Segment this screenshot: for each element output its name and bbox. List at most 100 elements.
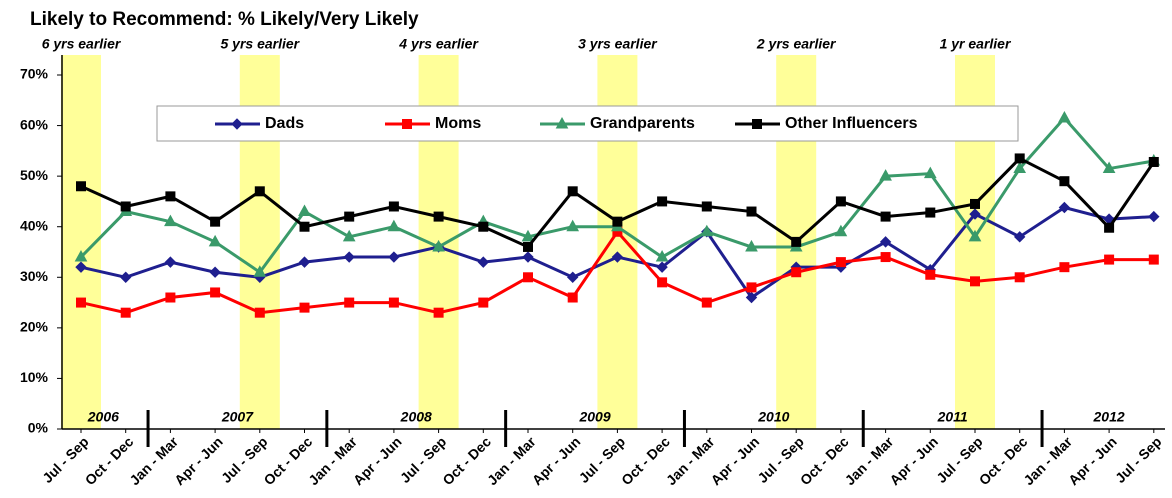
y-tick-label: 60% xyxy=(20,116,49,132)
marker xyxy=(969,208,981,220)
y-tick-label: 0% xyxy=(28,420,49,436)
marker xyxy=(745,291,758,304)
legend-label: Grandparents xyxy=(590,115,695,132)
marker xyxy=(657,196,668,207)
y-tick-label: 70% xyxy=(20,66,49,82)
marker xyxy=(521,229,535,242)
marker xyxy=(342,229,356,242)
marker xyxy=(433,211,444,222)
series xyxy=(74,110,1161,277)
legend-box xyxy=(156,105,1019,142)
marker xyxy=(253,265,267,277)
marker xyxy=(75,261,87,273)
marker xyxy=(388,201,399,212)
marker xyxy=(1059,176,1070,187)
marker xyxy=(210,287,221,298)
marker xyxy=(970,198,980,209)
year-label: 2006 xyxy=(87,409,119,425)
marker xyxy=(1059,262,1070,273)
series xyxy=(76,226,1159,318)
marker xyxy=(835,257,846,268)
marker xyxy=(1102,161,1116,174)
marker xyxy=(522,251,534,263)
highlight-label: 5 yrs earlier xyxy=(220,36,300,52)
marker xyxy=(164,256,177,268)
marker xyxy=(970,276,980,287)
marker xyxy=(752,119,762,129)
x-tick-label: Apr - Jun xyxy=(350,433,405,488)
marker xyxy=(968,229,982,242)
marker xyxy=(1148,156,1159,167)
marker xyxy=(791,236,802,247)
marker xyxy=(925,207,936,218)
marker xyxy=(656,261,668,273)
marker xyxy=(1014,153,1025,164)
marker xyxy=(120,201,131,212)
year-label: 2008 xyxy=(400,409,432,425)
marker xyxy=(478,297,489,308)
marker xyxy=(655,250,669,262)
marker xyxy=(1148,254,1159,265)
marker xyxy=(388,251,400,263)
marker xyxy=(254,307,265,318)
marker xyxy=(402,119,412,129)
marker xyxy=(1058,201,1071,214)
legend-label: Moms xyxy=(435,115,481,132)
marker xyxy=(566,271,579,283)
marker xyxy=(1013,161,1027,174)
highlight-label: 3 yrs earlier xyxy=(578,36,658,52)
marker xyxy=(344,297,355,308)
highlight-label: 6 yrs earlier xyxy=(42,36,122,52)
marker xyxy=(165,191,176,202)
marker xyxy=(343,251,355,263)
year-label: 2007 xyxy=(221,409,254,425)
y-tick-label: 40% xyxy=(20,217,49,233)
chart-title: Likely to Recommend: % Likely/Very Likel… xyxy=(30,9,419,30)
x-tick-label: Jul - Sep xyxy=(1112,433,1165,486)
marker xyxy=(745,239,758,252)
marker xyxy=(477,256,490,268)
marker xyxy=(923,166,937,179)
marker xyxy=(164,214,177,227)
highlight-label: 1 yr earlier xyxy=(940,36,1012,52)
marker xyxy=(208,234,222,247)
highlight-label: 4 yrs earlier xyxy=(398,36,479,52)
marker xyxy=(567,186,578,197)
legend-label: Other Influencers xyxy=(785,115,918,132)
marker xyxy=(299,221,310,232)
marker xyxy=(120,307,131,318)
marker xyxy=(1013,231,1026,243)
marker xyxy=(210,216,221,227)
marker xyxy=(611,251,624,263)
marker xyxy=(74,250,88,262)
marker xyxy=(791,267,802,278)
marker xyxy=(298,256,311,268)
marker xyxy=(835,196,846,207)
y-tick-label: 10% xyxy=(20,369,49,385)
y-tick-label: 50% xyxy=(20,167,49,183)
x-tick-label: Apr - Jun xyxy=(1065,433,1120,488)
marker xyxy=(387,219,401,232)
marker xyxy=(231,118,243,130)
marker xyxy=(478,221,489,232)
legend-label: Dads xyxy=(265,115,304,132)
marker xyxy=(746,282,757,293)
marker xyxy=(566,219,580,232)
marker xyxy=(433,307,444,318)
x-tick-label: Apr - Jun xyxy=(886,433,941,488)
marker xyxy=(523,272,533,283)
marker xyxy=(1104,222,1115,233)
series xyxy=(76,153,1159,252)
marker xyxy=(701,297,712,308)
marker xyxy=(925,269,936,280)
marker xyxy=(119,271,132,283)
marker xyxy=(344,211,355,222)
marker xyxy=(701,201,712,212)
marker xyxy=(555,116,569,129)
marker xyxy=(700,224,714,237)
marker xyxy=(657,277,668,288)
marker xyxy=(567,292,578,303)
marker xyxy=(834,224,848,237)
marker xyxy=(298,204,311,217)
